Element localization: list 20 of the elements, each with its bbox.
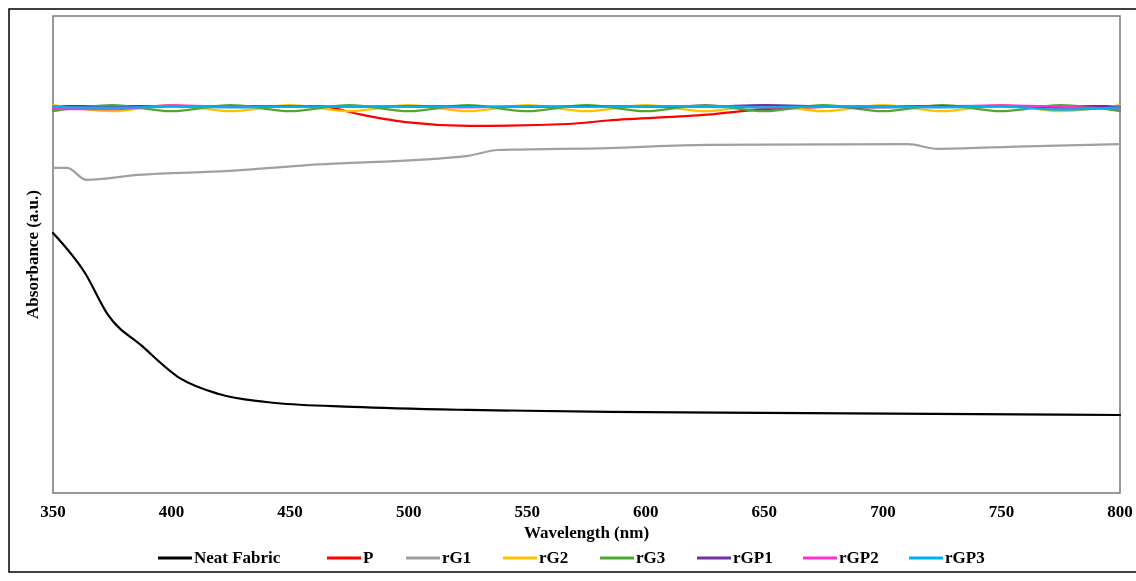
x-tick-label: 450 [277,502,303,521]
legend-label: rG1 [442,548,472,567]
x-tick-label: 800 [1107,502,1133,521]
legend-label: rG2 [539,548,569,567]
y-axis-title: Absorbance (a.u.) [23,190,42,319]
x-tick-label: 550 [514,502,540,521]
legend-label: rGP3 [945,548,985,567]
x-tick-label: 350 [40,502,66,521]
x-tick-label: 650 [751,502,778,521]
legend-label: rGP2 [839,548,879,567]
legend-label: rGP1 [733,548,773,567]
x-tick-label: 400 [158,502,185,521]
x-tick-label: 500 [395,502,422,521]
x-tick-label: 600 [633,502,659,521]
x-tick-label: 700 [870,502,896,521]
legend-label: Neat Fabric [194,548,281,567]
legend-label: rG3 [636,548,666,567]
x-axis-title: Wavelength (nm) [523,523,650,542]
legend-label: P [363,548,374,567]
x-tick-label: 750 [988,502,1015,521]
